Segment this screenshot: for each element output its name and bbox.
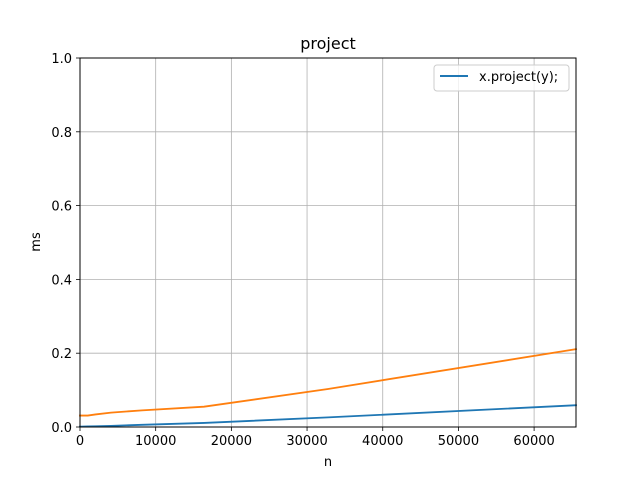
x-tick-label: 60000 xyxy=(513,434,554,449)
x-axis-label: n xyxy=(324,455,332,470)
x-tick-label: 30000 xyxy=(286,434,327,449)
series-lines xyxy=(79,348,578,428)
x-axis-ticks: 0 10000 20000 30000 40000 50000 60000 xyxy=(76,427,555,449)
series-line-1 xyxy=(79,348,578,417)
series-line-0 xyxy=(79,404,577,428)
x-tick-label: 20000 xyxy=(211,434,252,449)
y-tick-label: 0.6 xyxy=(51,200,72,215)
legend-label: x.project(y); xyxy=(479,70,558,85)
y-tick-label: 0.0 xyxy=(51,421,72,436)
legend-box xyxy=(433,64,570,92)
x-tick-label: 10000 xyxy=(135,434,176,449)
y-tick-label: 0.2 xyxy=(51,347,72,362)
x-tick-label: 40000 xyxy=(362,434,403,449)
y-axis-label: ms xyxy=(29,232,44,252)
y-tick-label: 0.8 xyxy=(51,126,72,141)
y-tick-label: 1.0 xyxy=(51,52,72,67)
x-tick-label: 0 xyxy=(76,434,84,449)
x-tick-label: 50000 xyxy=(438,434,479,449)
y-tick-label: 0.4 xyxy=(51,273,72,288)
plot-frame xyxy=(79,57,577,428)
plot-area xyxy=(80,58,576,427)
legend: x.project(y); xyxy=(433,64,570,92)
chart-title: project xyxy=(300,34,356,53)
y-axis-ticks: 0.0 0.2 0.4 0.6 0.8 1.0 xyxy=(51,52,80,436)
